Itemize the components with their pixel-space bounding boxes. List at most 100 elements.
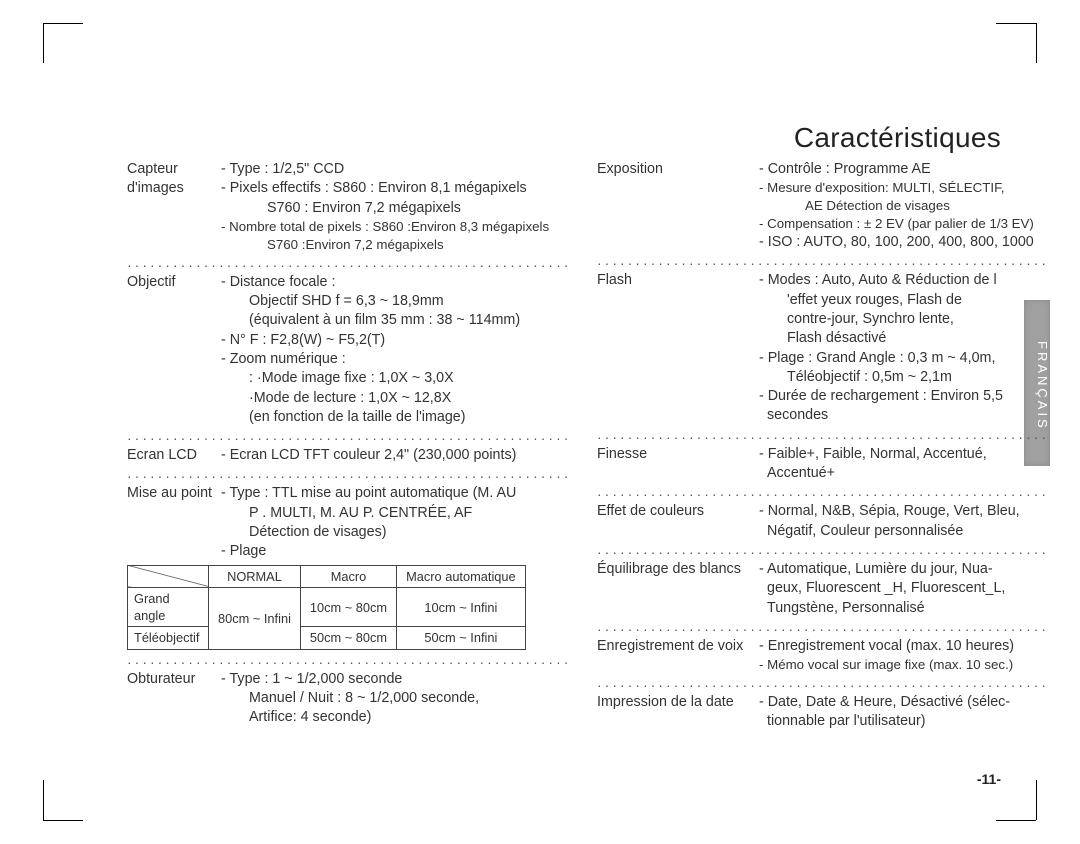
separator — [127, 429, 567, 443]
table-rowhead: Téléobjectif — [128, 627, 209, 649]
table-cell: 10cm ~ 80cm — [300, 587, 396, 627]
spec-body: - Automatique, Lumière du jour, Nua- geu… — [759, 560, 1049, 618]
focus-range-table: NORMAL Macro Macro automatique Grand ang… — [127, 565, 526, 650]
spec-line: S760 :Environ 7,2 mégapixels — [221, 236, 567, 254]
spec-line: - Zoom numérique : — [221, 350, 567, 369]
spec-body: - Date, Date & Heure, Désactivé (sélec- … — [759, 693, 1049, 732]
spec-line: - Distance focale : — [221, 273, 567, 292]
separator — [597, 620, 1049, 634]
spec-line: - Compensation : ± 2 EV (par palier de 1… — [759, 215, 1049, 233]
spec-line: - Date, Date & Heure, Désactivé (sélec- — [759, 693, 1049, 712]
spec-date: Impression de la date - Date, Date & Heu… — [597, 693, 1049, 732]
spec-line: - Mémo vocal sur image fixe (max. 10 sec… — [759, 656, 1049, 674]
spec-line: S760 : Environ 7,2 mégapixels — [221, 199, 567, 218]
manual-page: Caractéristiques FRANÇAIS Capteur d'imag… — [0, 0, 1080, 844]
spec-body: - Type : 1/2,5" CCD - Pixels effectifs :… — [221, 160, 567, 254]
spec-label: Enregistrement de voix — [597, 637, 759, 674]
crop-mark — [996, 23, 1036, 24]
spec-line: - Contrôle : Programme AE — [759, 160, 1049, 179]
spec-line: P . MULTI, M. AU P. CENTRÉE, AF — [221, 504, 567, 523]
right-column: Exposition - Contrôle : Programme AE - M… — [597, 160, 1049, 732]
spec-line: - Mesure d'exposition: MULTI, SÉLECTIF, — [759, 179, 1049, 197]
crop-mark — [1036, 780, 1037, 820]
spec-line: Artifice: 4 seconde) — [221, 708, 567, 727]
spec-label: Impression de la date — [597, 693, 759, 732]
spec-mise: Mise au point - Type : TTL mise au point… — [127, 484, 567, 561]
spec-label: Exposition — [597, 160, 759, 252]
separator — [597, 543, 1049, 557]
spec-line: - Nombre total de pixels : S860 :Environ… — [221, 218, 567, 236]
page-number: -11- — [977, 771, 1001, 787]
table-cell: 50cm ~ Infini — [397, 627, 526, 649]
spec-line: (équivalent à un film 35 mm : 38 ~ 114mm… — [221, 311, 567, 330]
spec-line: - ISO : AUTO, 80, 100, 200, 400, 800, 10… — [759, 233, 1049, 252]
spec-label: Finesse — [597, 445, 759, 484]
spec-line: - Enregistrement vocal (max. 10 heures) — [759, 637, 1049, 656]
spec-body: - Ecran LCD TFT couleur 2,4" (230,000 po… — [221, 446, 567, 465]
spec-body: - Type : TTL mise au point automatique (… — [221, 484, 567, 561]
spec-obturateur: Obturateur - Type : 1 ~ 1/2,000 seconde … — [127, 670, 567, 728]
table-corner — [128, 565, 209, 587]
separator — [127, 467, 567, 481]
spec-line: tionnable par l'utilisateur) — [759, 712, 1049, 731]
spec-line: 'effet yeux rouges, Flash de — [759, 291, 1049, 310]
spec-objectif: Objectif - Distance focale : Objectif SH… — [127, 273, 567, 427]
separator — [127, 653, 567, 667]
spec-line: Détection de visages) — [221, 523, 567, 542]
spec-line: - Durée de rechargement : Environ 5,5 — [759, 387, 1049, 406]
crop-mark — [43, 23, 44, 63]
spec-line: Téléobjectif : 0,5m ~ 2,1m — [759, 368, 1049, 387]
spec-line: - Faible+, Faible, Normal, Accentué, — [759, 445, 1049, 464]
spec-line: Manuel / Nuit : 8 ~ 1/2,000 seconde, — [221, 689, 567, 708]
crop-mark — [1036, 23, 1037, 63]
spec-line: - Automatique, Lumière du jour, Nua- — [759, 560, 1049, 579]
spec-label: Mise au point — [127, 484, 221, 561]
spec-label: Effet de couleurs — [597, 502, 759, 541]
crop-mark — [43, 820, 83, 821]
spec-label: Obturateur — [127, 670, 221, 728]
spec-line: ·Mode de lecture : 1,0X ~ 12,8X — [221, 389, 567, 408]
crop-mark — [43, 780, 44, 820]
spec-finesse: Finesse - Faible+, Faible, Normal, Accen… — [597, 445, 1049, 484]
spec-line: - Plage : Grand Angle : 0,3 m ~ 4,0m, — [759, 349, 1049, 368]
spec-voice: Enregistrement de voix - Enregistrement … — [597, 637, 1049, 674]
spec-line: : ·Mode image fixe : 1,0X ~ 3,0X — [221, 369, 567, 388]
spec-label: Capteur d'images — [127, 160, 221, 254]
spec-line: Flash désactivé — [759, 329, 1049, 348]
spec-body: - Type : 1 ~ 1/2,000 seconde Manuel / Nu… — [221, 670, 567, 728]
spec-label: Flash — [597, 271, 759, 425]
spec-line: - Ecran LCD TFT couleur 2,4" (230,000 po… — [221, 446, 567, 465]
content-columns: Capteur d'images - Type : 1/2,5" CCD - P… — [127, 160, 1027, 732]
table-cell: 80cm ~ Infini — [209, 587, 301, 649]
spec-line: Accentué+ — [759, 464, 1049, 483]
table-header: Macro — [300, 565, 396, 587]
spec-line: - Type : 1/2,5" CCD — [221, 160, 567, 179]
separator — [597, 485, 1049, 499]
spec-line: - Pixels effectifs : S860 : Environ 8,1 … — [221, 179, 567, 198]
spec-label: Ecran LCD — [127, 446, 221, 465]
spec-effet: Effet de couleurs - Normal, N&B, Sépia, … — [597, 502, 1049, 541]
table-header: Macro automatique — [397, 565, 526, 587]
spec-flash: Flash - Modes : Auto, Auto & Réduction d… — [597, 271, 1049, 425]
crop-mark — [43, 23, 83, 24]
separator — [597, 676, 1049, 690]
spec-body: - Faible+, Faible, Normal, Accentué, Acc… — [759, 445, 1049, 484]
spec-wb: Équilibrage des blancs - Automatique, Lu… — [597, 560, 1049, 618]
spec-exposition: Exposition - Contrôle : Programme AE - M… — [597, 160, 1049, 252]
spec-body: - Modes : Auto, Auto & Réduction de l 'e… — [759, 271, 1049, 425]
spec-line: - Type : TTL mise au point automatique (… — [221, 484, 567, 503]
left-column: Capteur d'images - Type : 1/2,5" CCD - P… — [127, 160, 567, 732]
spec-line: - Plage — [221, 542, 567, 561]
table-cell: 10cm ~ Infini — [397, 587, 526, 627]
spec-line: Tungstène, Personnalisé — [759, 599, 1049, 618]
spec-line: - Modes : Auto, Auto & Réduction de l — [759, 271, 1049, 290]
spec-line: Négatif, Couleur personnalisée — [759, 522, 1049, 541]
spec-line: contre-jour, Synchro lente, — [759, 310, 1049, 329]
spec-line: secondes — [759, 406, 1049, 425]
spec-capteur: Capteur d'images - Type : 1/2,5" CCD - P… — [127, 160, 567, 254]
table-cell: 50cm ~ 80cm — [300, 627, 396, 649]
spec-body: - Contrôle : Programme AE - Mesure d'exp… — [759, 160, 1049, 252]
spec-body: - Distance focale : Objectif SHD f = 6,3… — [221, 273, 567, 427]
page-title: Caractéristiques — [794, 122, 1001, 154]
spec-line: - Normal, N&B, Sépia, Rouge, Vert, Bleu, — [759, 502, 1049, 521]
